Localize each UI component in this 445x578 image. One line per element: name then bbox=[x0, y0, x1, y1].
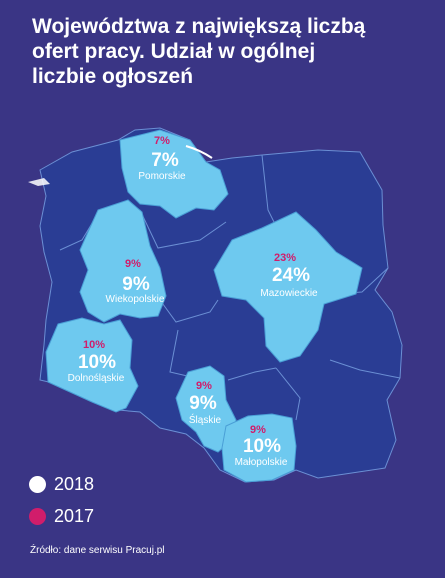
legend-dot-2017 bbox=[29, 507, 46, 525]
malopolskie-pct-2018: 10% bbox=[243, 436, 281, 457]
label-dolnoslaskie: 10% 10% Dolnośląskie bbox=[68, 339, 125, 384]
malopolskie-name: Małopolskie bbox=[235, 457, 288, 468]
slaskie-pct-2018: 9% bbox=[189, 393, 217, 414]
malopolskie-pct-2017: 9% bbox=[250, 424, 266, 436]
title-line-1: Województwa z największą liczbą bbox=[32, 15, 366, 38]
legend-dot-2018 bbox=[29, 475, 46, 493]
label-malopolskie: 9% 10% Małopolskie bbox=[235, 424, 288, 468]
title-line-2: ofert pracy. Udział w ogólnej bbox=[32, 40, 316, 63]
pomorskie-name: Pomorskie bbox=[138, 171, 186, 182]
szczecin-lagoon bbox=[28, 178, 50, 186]
hel-peninsula bbox=[185, 145, 213, 159]
pomorskie-pct-2018: 7% bbox=[151, 150, 179, 171]
region-malopolskie bbox=[221, 413, 297, 483]
label-slaskie: 9% 9% Śląskie bbox=[189, 380, 222, 426]
source-note: Źródło: dane serwisu Pracuj.pl bbox=[30, 545, 165, 556]
legend-item-2018: 2018 bbox=[29, 468, 94, 500]
dolnoslaskie-pct-2017: 10% bbox=[83, 339, 105, 351]
map-legend: 2018 2017 bbox=[29, 468, 94, 532]
label-pomorskie: 7% 7% Pomorskie bbox=[138, 135, 186, 182]
legend-label-2018: 2018 bbox=[54, 473, 95, 494]
label-wielkopolskie: 9% 9% Wiekopolskie bbox=[106, 258, 165, 305]
mazowieckie-name: Mazowieckie bbox=[260, 288, 318, 299]
map-title: Województwa z największą liczbą ofert pr… bbox=[32, 14, 432, 89]
label-mazowieckie: 23% 24% Mazowieckie bbox=[260, 252, 318, 299]
pomorskie-pct-2017: 7% bbox=[154, 135, 170, 147]
region-dolnoslaskie bbox=[45, 317, 139, 413]
dolnoslaskie-pct-2018: 10% bbox=[78, 352, 116, 373]
mazowieckie-pct-2017: 23% bbox=[274, 252, 296, 264]
wielkopolskie-name: Wiekopolskie bbox=[106, 294, 165, 305]
region-pomorskie bbox=[119, 129, 229, 219]
dolnoslaskie-name: Dolnośląskie bbox=[68, 373, 125, 384]
region-wielkopolskie bbox=[79, 199, 167, 323]
title-line-3: liczbie ogłoszeń bbox=[32, 65, 194, 88]
legend-label-2017: 2017 bbox=[54, 505, 95, 526]
slaskie-name: Śląskie bbox=[189, 413, 222, 426]
wielkopolskie-pct-2017: 9% bbox=[125, 258, 141, 270]
region-mazowieckie bbox=[213, 211, 363, 363]
mazowieckie-pct-2018: 24% bbox=[272, 265, 310, 286]
slaskie-pct-2017: 9% bbox=[196, 380, 212, 392]
wielkopolskie-pct-2018: 9% bbox=[122, 274, 150, 295]
legend-item-2017: 2017 bbox=[29, 500, 94, 532]
